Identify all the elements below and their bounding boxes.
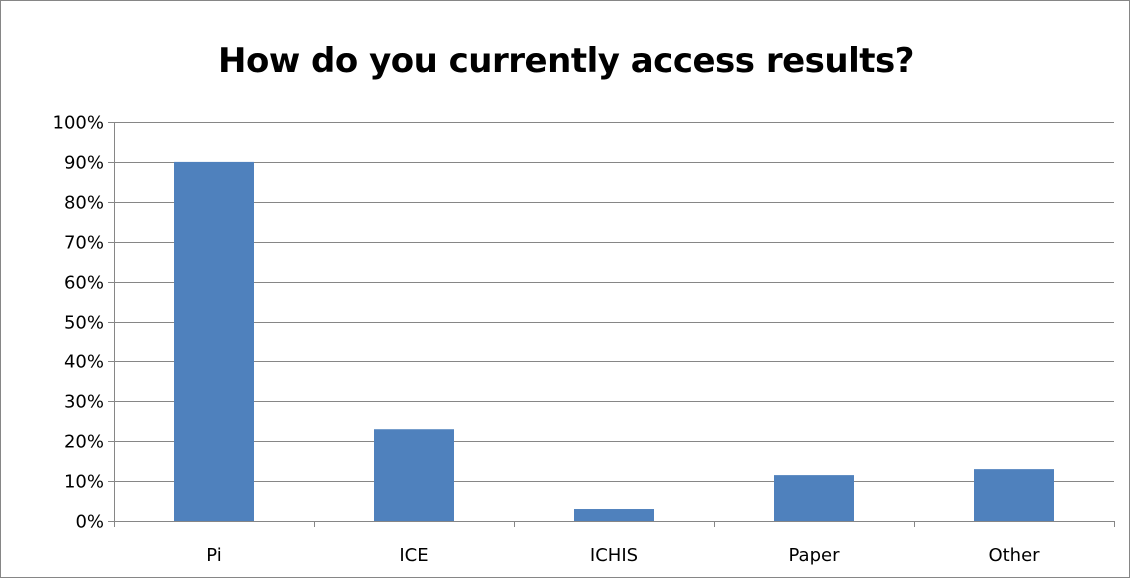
y-tick-label: 40% [64, 352, 104, 373]
y-tick-label: 30% [64, 392, 104, 413]
y-tick-label: 80% [64, 193, 104, 214]
bar-ice [374, 429, 454, 521]
y-tick-label: 60% [64, 273, 104, 294]
x-tick-label: ICHIS [590, 545, 638, 566]
x-tick-label: Other [988, 545, 1040, 566]
y-tick-label: 20% [64, 432, 104, 453]
y-tick-label: 90% [64, 153, 104, 174]
y-tick-label: 0% [75, 512, 104, 533]
x-tick-label: ICE [399, 545, 428, 566]
y-tick-label: 10% [64, 472, 104, 493]
bar-ichis [574, 509, 654, 521]
y-tick-label: 70% [64, 233, 104, 254]
x-tick-label: Pi [206, 545, 221, 566]
y-tick-label: 100% [53, 113, 104, 134]
bar-other [974, 469, 1054, 521]
y-tick-label: 50% [64, 313, 104, 334]
chart-title: How do you currently access results? [218, 41, 914, 81]
bar-pi [174, 161, 254, 521]
bar-paper [774, 475, 854, 521]
x-tick-label: Paper [789, 545, 841, 566]
